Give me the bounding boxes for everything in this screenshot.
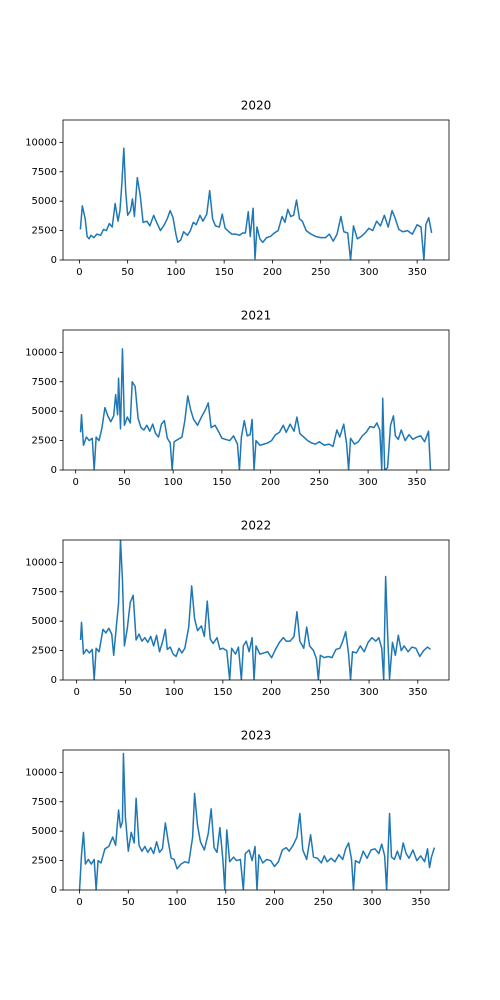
x-tick-label: 200 [261, 477, 280, 488]
y-tick-label: 2500 [32, 856, 57, 867]
y-tick-label: 10000 [25, 137, 57, 148]
x-tick-label: 350 [408, 267, 427, 278]
x-tick-label: 200 [265, 897, 284, 908]
x-tick-label: 150 [216, 897, 235, 908]
y-tick-label: 2500 [32, 646, 57, 657]
axes-frame [62, 329, 450, 471]
y-tick-label: 0 [51, 255, 57, 266]
subplot-title: 2023 [241, 729, 272, 743]
x-tick-label: 100 [165, 687, 184, 698]
y-tick-label: 0 [51, 885, 57, 896]
subplot: 2023 0 50 100 150 200 250 300 350 0 2500 5000 7500 10… [25, 729, 450, 908]
data-line [79, 348, 432, 470]
x-tick-label: 150 [215, 267, 234, 278]
y-tick-label: 5000 [32, 196, 57, 207]
x-tick-label: 250 [311, 687, 330, 698]
y-tick-label: 7500 [32, 167, 57, 178]
x-tick-label: 100 [167, 897, 186, 908]
subplot: 2020 0 50 100 150 200 250 300 350 0 2500 5000 7500 10… [25, 99, 450, 278]
x-tick-label: 250 [311, 267, 330, 278]
subplot-title: 2020 [241, 99, 272, 113]
data-line [79, 147, 433, 260]
y-tick-label: 0 [51, 465, 57, 476]
x-tick-label: 0 [76, 897, 82, 908]
data-line [78, 752, 436, 890]
x-tick-label: 100 [164, 477, 183, 488]
y-tick-label: 2500 [32, 226, 57, 237]
subplot: 2021 0 50 100 150 200 250 300 350 0 2500 5000 7500 10… [25, 309, 450, 488]
x-tick-label: 150 [212, 477, 231, 488]
x-tick-label: 0 [72, 477, 78, 488]
subplot-title: 2021 [241, 309, 272, 323]
subplot: 2022 0 50 100 150 200 250 300 350 0 2500 5000 7500 10… [25, 519, 450, 698]
y-tick-label: 0 [51, 675, 57, 686]
subplot-title: 2022 [241, 519, 272, 533]
y-tick-label: 5000 [32, 406, 57, 417]
x-tick-label: 100 [166, 267, 185, 278]
axes-frame [62, 749, 450, 891]
y-tick-label: 2500 [32, 436, 57, 447]
x-tick-label: 50 [118, 477, 131, 488]
x-tick-label: 50 [121, 267, 134, 278]
axes-frame [62, 119, 450, 261]
x-tick-label: 300 [362, 897, 381, 908]
y-tick-label: 10000 [25, 557, 57, 568]
x-tick-label: 300 [359, 477, 378, 488]
y-tick-label: 5000 [32, 826, 57, 837]
x-tick-label: 200 [262, 687, 281, 698]
x-tick-label: 200 [263, 267, 282, 278]
x-tick-label: 0 [73, 687, 79, 698]
y-tick-label: 7500 [32, 587, 57, 598]
x-tick-label: 300 [359, 267, 378, 278]
y-tick-label: 10000 [25, 767, 57, 778]
x-tick-label: 250 [310, 477, 329, 488]
x-tick-label: 150 [213, 687, 232, 698]
x-tick-label: 0 [76, 267, 82, 278]
x-tick-label: 50 [119, 687, 132, 698]
y-tick-label: 10000 [25, 347, 57, 358]
data-line [79, 540, 431, 680]
y-tick-label: 7500 [32, 797, 57, 808]
axes-frame [62, 539, 450, 681]
y-tick-label: 5000 [32, 616, 57, 627]
x-tick-label: 300 [360, 687, 379, 698]
y-tick-label: 7500 [32, 377, 57, 388]
x-tick-label: 250 [314, 897, 333, 908]
x-tick-label: 350 [411, 897, 430, 908]
x-tick-label: 350 [408, 687, 427, 698]
x-tick-label: 350 [407, 477, 426, 488]
x-tick-label: 50 [122, 897, 135, 908]
